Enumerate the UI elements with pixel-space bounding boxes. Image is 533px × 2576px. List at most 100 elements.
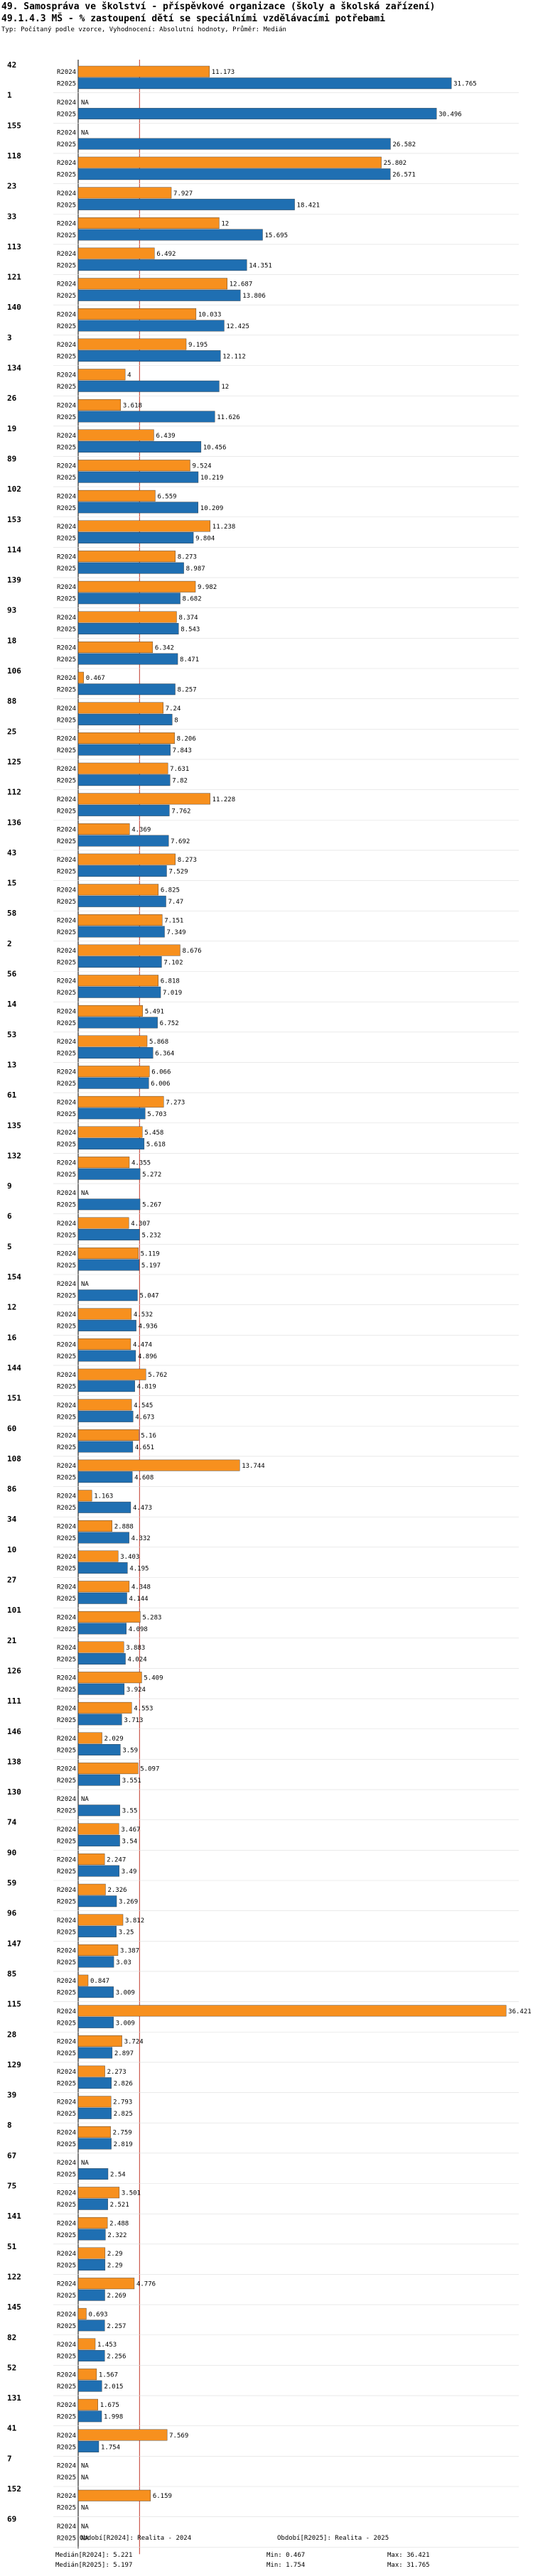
data-label: 3.724	[124, 2038, 144, 2045]
data-label: 8.682	[183, 596, 202, 603]
data-label: 5.267	[142, 1202, 161, 1209]
data-label: 31.765	[453, 81, 477, 88]
category-label: 106	[7, 666, 21, 676]
series-label: R2024	[57, 1766, 76, 1773]
data-label: 6.439	[156, 433, 175, 440]
bar	[77, 2320, 105, 2332]
bar	[77, 369, 126, 381]
category-label: 93	[7, 606, 16, 615]
series-label: R2025	[57, 869, 76, 876]
bar	[77, 2168, 109, 2180]
bar	[77, 956, 162, 968]
bar	[77, 259, 247, 271]
series-label: R2025	[57, 656, 76, 664]
bar	[77, 1157, 130, 1169]
data-label: 6.559	[157, 493, 176, 500]
bar	[77, 1611, 141, 1623]
series-label: R2025	[57, 263, 76, 270]
series-label: R2024	[57, 1281, 76, 1288]
bar	[77, 338, 187, 350]
series-label: R2024	[57, 402, 76, 409]
series-label: R2025	[57, 1717, 76, 1724]
bar	[77, 895, 166, 907]
series-label: R2025	[57, 1929, 76, 1936]
data-label: 7.82	[172, 778, 188, 785]
series-label: R2025	[57, 2414, 76, 2421]
legend-r2024-min: Min: 0.467	[266, 2552, 306, 2559]
data-label: 2.257	[107, 2323, 126, 2330]
series-label: R2025	[57, 687, 76, 694]
bar	[77, 2198, 108, 2210]
bar	[77, 1683, 125, 1695]
category-label: 18	[7, 636, 16, 645]
data-label: 3.03	[116, 1959, 131, 1966]
category-label: 15	[7, 879, 16, 888]
bar	[77, 411, 215, 423]
bar	[77, 1562, 128, 1574]
series-label: R2024	[57, 615, 76, 622]
data-label: 8.543	[181, 626, 200, 633]
bar	[77, 308, 197, 320]
legend-r2024-max: Max: 36.421	[387, 2552, 430, 2559]
series-label: R2025	[57, 354, 76, 361]
series-label: R2025	[57, 1566, 76, 1573]
data-label: 7.273	[166, 1099, 185, 1106]
legend-r2024-median: Medián[R2024]: 5.221	[55, 2552, 133, 2559]
bar	[77, 1380, 135, 1392]
chart-note: Typ: Počítaný podle vzorce, Vyhodnocení:…	[1, 26, 286, 33]
series-label: R2024	[57, 99, 76, 107]
series-label: R2025	[57, 1838, 76, 1845]
data-label: 15.695	[264, 232, 288, 239]
series-label: R2025	[57, 1111, 76, 1118]
category-label: 101	[7, 1606, 21, 1615]
series-label: R2024	[57, 1190, 76, 1197]
na-label: NA	[81, 2160, 89, 2167]
series-label: R2024	[57, 1675, 76, 1682]
bar	[77, 580, 196, 592]
data-label: 7.927	[173, 190, 193, 197]
data-label: 8.987	[186, 565, 205, 573]
bar	[77, 1895, 117, 1907]
bar	[77, 2229, 106, 2241]
category-label: 140	[7, 303, 21, 312]
legend-r2025-min: Min: 1.754	[266, 2562, 306, 2569]
data-label: 3.467	[121, 1827, 140, 1834]
data-label: 3.618	[123, 402, 142, 409]
data-label: 3.713	[124, 1717, 143, 1724]
category-label: 155	[7, 121, 21, 130]
bar	[77, 884, 159, 896]
data-label: 4.545	[134, 1402, 153, 1409]
series-label: R2024	[57, 1463, 76, 1470]
series-label: R2025	[57, 1868, 76, 1876]
series-label: R2024	[57, 1523, 76, 1530]
data-label: 3.924	[126, 1687, 146, 1694]
data-label: 1.453	[97, 2342, 117, 2349]
bar	[77, 138, 391, 150]
bar	[77, 1228, 140, 1240]
category-label: 151	[7, 1394, 21, 1403]
category-label: 112	[7, 788, 21, 797]
category-label: 86	[7, 1485, 17, 1494]
series-label: R2024	[57, 1221, 76, 1228]
series-label: R2025	[57, 172, 76, 179]
data-label: 6.159	[153, 2493, 172, 2500]
bar	[77, 2410, 102, 2423]
category-label: 27	[7, 1576, 16, 1585]
series-label: R2024	[57, 1160, 76, 1167]
category-label: 6	[7, 1212, 12, 1221]
series-label: R2025	[57, 1475, 76, 1482]
category-label: 34	[7, 1515, 17, 1524]
bar	[77, 1108, 146, 1120]
data-label: 5.119	[141, 1251, 160, 1258]
bar	[77, 2259, 106, 2271]
category-label: 154	[7, 1272, 21, 1282]
series-label: R2025	[57, 1747, 76, 1754]
series-label: R2024	[57, 2099, 76, 2106]
data-label: 2.273	[107, 2069, 126, 2076]
bar	[77, 1732, 102, 1744]
series-label: R2025	[57, 808, 76, 815]
bar	[77, 1338, 131, 1351]
data-label: 2.488	[109, 2220, 129, 2227]
bar	[77, 247, 155, 259]
category-label: 26	[7, 394, 17, 403]
